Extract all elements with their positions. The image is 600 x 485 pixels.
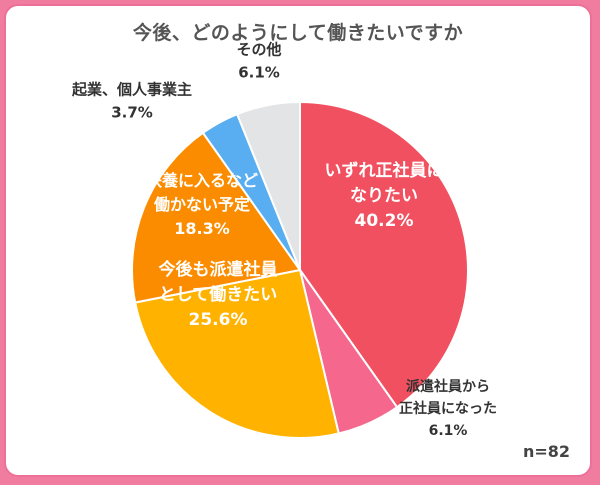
slice-value-label: 40.2% [355,211,414,231]
chart-frame: 今後、どのようにして働きたいですか いずれ正社員になりたい 40.2% 派遣社員から… [4,4,592,477]
pie-slice-2 [134,268,340,439]
pie-slice-5 [235,100,301,271]
pie-chart: いずれ正社員になりたい 40.2% 派遣社員から正社員になった 6.1% 今後も派遣社員… [71,41,497,440]
slice-category-label: その他 [236,41,281,59]
slice-category-label: なりたい [350,186,418,206]
slice-label-1: 派遣社員から正社員になった 6.1% [399,378,497,439]
slice-category-label: 働かない予定 [153,195,250,214]
pie-slice-3 [131,131,302,304]
slice-category-label: 扶養に入るなど [146,171,258,190]
sample-size-note: n=82 [522,442,570,461]
slice-category-label: いずれ正社員に [325,160,444,181]
slice-label-2: 今後も派遣社員として働きたい 25.6% [159,259,278,330]
slice-label-5: その他 6.1% [236,41,281,82]
pie-slice-0 [299,100,469,409]
slice-value-label: 6.1% [238,64,280,82]
slice-category-label: 正社員になった [399,400,497,417]
slice-label-3: 扶養に入るなど働かない予定 18.3% [146,171,258,238]
slice-category-label: 派遣社員から [406,378,490,395]
chart-title: 今後、どのようにして働きたいですか [132,22,464,44]
slice-value-label: 25.6% [189,310,248,330]
slice-category-label: 起業、個人事業主 [71,81,192,99]
slice-category-label: として働きたい [159,284,278,305]
slice-value-label: 3.7% [111,104,153,122]
slice-label-0: いずれ正社員になりたい 40.2% [325,160,444,231]
slice-value-label: 18.3% [174,219,230,238]
slice-label-4: 起業、個人事業主 3.7% [71,81,192,122]
slice-category-label: 今後も派遣社員 [159,259,278,280]
slice-value-label: 6.1% [429,423,468,439]
